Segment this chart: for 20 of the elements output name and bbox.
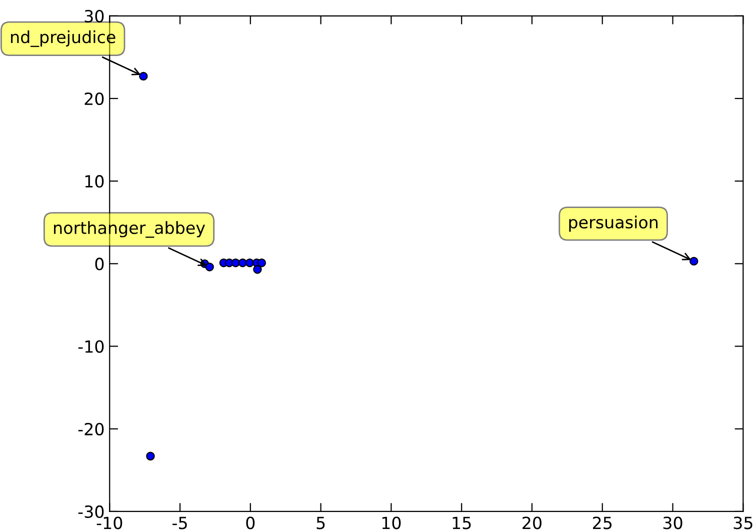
y-tick-label: 20 (84, 92, 104, 106)
x-tick-label: 30 (663, 516, 682, 530)
x-tick-label: 0 (246, 516, 255, 530)
x-tick-label: 25 (592, 516, 612, 530)
y-tick-label: 10 (85, 175, 104, 188)
y-tick-label: 0 (95, 258, 104, 270)
x-tick-label: -10 (96, 516, 122, 530)
y-tick-label: -10 (78, 340, 104, 353)
x-tick-label: -5 (172, 516, 187, 530)
y-tick-label: -30 (78, 505, 104, 518)
y-tick-label: -20 (78, 422, 104, 436)
x-tick-label: 10 (382, 516, 401, 530)
x-tick-label: 20 (522, 516, 542, 530)
x-tick-label: 5 (316, 516, 325, 530)
x-tick-label: 35 (734, 516, 752, 530)
y-tick-label: 30 (84, 10, 104, 22)
annotation: northanger_abbey (54, 221, 206, 238)
annotation: persuasion (569, 216, 658, 232)
x-tick-label: 15 (452, 516, 471, 530)
annotation: nd_prejudice (11, 30, 116, 47)
